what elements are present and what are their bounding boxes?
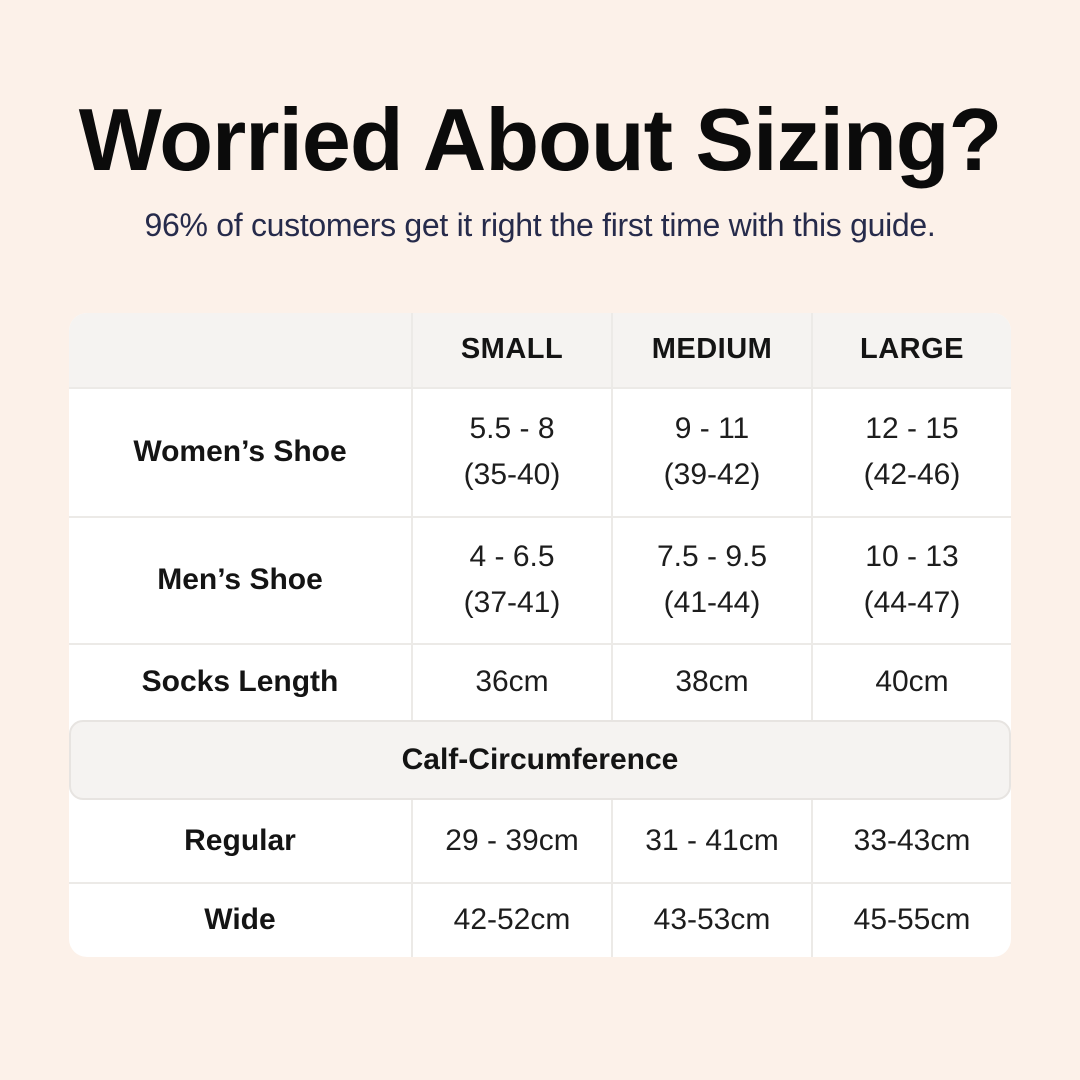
- table-cell: 29 - 39cm: [411, 799, 611, 882]
- table-header-row: SMALL MEDIUM LARGE: [69, 312, 1011, 387]
- row-label: Socks Length: [69, 642, 411, 720]
- table-cell: 31 - 41cm: [611, 799, 811, 882]
- row-label: Women’s Shoe: [69, 386, 411, 516]
- cell-line: 40cm: [875, 665, 949, 699]
- cell-line: 12 - 15: [865, 411, 959, 445]
- cell-line: 36cm: [475, 665, 549, 699]
- table-cell: 40cm: [811, 642, 1011, 720]
- section-header-calf-circumference: Calf-Circumference: [69, 719, 1011, 800]
- section-header-label: Calf-Circumference: [401, 742, 679, 776]
- table-cell: 42-52cm: [411, 881, 611, 957]
- table-cell: 12 - 15 (42-46): [811, 386, 1011, 516]
- table-row-womens-shoe: Women’s Shoe 5.5 - 8 (35-40) 9 - 11 (39-…: [69, 386, 1011, 516]
- table-cell: 10 - 13 (44-47): [811, 515, 1011, 643]
- table-cell: 7.5 - 9.5 (41-44): [611, 515, 811, 643]
- header-cell-small: SMALL: [411, 312, 611, 387]
- row-label: Wide: [69, 881, 411, 957]
- table-cell: 38cm: [611, 642, 811, 720]
- table-row-socks-length: Socks Length 36cm 38cm 40cm: [69, 642, 1011, 720]
- cell-line: 29 - 39cm: [445, 823, 579, 857]
- cell-line: (42-46): [863, 458, 961, 492]
- cell-line: (35-40): [463, 458, 561, 492]
- table-cell: 4 - 6.5 (37-41): [411, 515, 611, 643]
- row-label: Men’s Shoe: [69, 515, 411, 643]
- sizing-table: SMALL MEDIUM LARGE Women’s Shoe 5.5 - 8 …: [69, 312, 1011, 957]
- cell-line: 31 - 41cm: [645, 823, 779, 857]
- cell-line: 42-52cm: [453, 903, 571, 937]
- cell-line: 43-53cm: [653, 903, 771, 937]
- cell-line: 38cm: [675, 665, 749, 699]
- header-cell-empty: [69, 313, 411, 387]
- cell-line: 5.5 - 8: [469, 411, 555, 445]
- table-cell: 36cm: [411, 642, 611, 720]
- cell-line: 9 - 11: [674, 411, 750, 445]
- header-cell-medium: MEDIUM: [611, 312, 811, 387]
- table-cell: 45-55cm: [811, 881, 1011, 957]
- hero-section: Worried About Sizing? 96% of customers g…: [0, 0, 1080, 245]
- cell-line: 45-55cm: [853, 903, 971, 937]
- table-row-mens-shoe: Men’s Shoe 4 - 6.5 (37-41) 7.5 - 9.5 (41…: [69, 515, 1011, 643]
- cell-line: 7.5 - 9.5: [656, 539, 768, 573]
- cell-line: 4 - 6.5: [469, 539, 555, 573]
- cell-line: (37-41): [463, 586, 561, 620]
- table-cell: 5.5 - 8 (35-40): [411, 386, 611, 516]
- table-cell: 43-53cm: [611, 881, 811, 957]
- header-cell-large: LARGE: [811, 312, 1011, 387]
- table-cell: 33-43cm: [811, 799, 1011, 882]
- page-subtitle: 96% of customers get it right the first …: [144, 206, 936, 243]
- row-label: Regular: [184, 823, 296, 857]
- cell-line: (39-42): [663, 458, 761, 492]
- cell-line: (44-47): [863, 586, 961, 620]
- table-cell: 9 - 11 (39-42): [611, 386, 811, 516]
- cell-line: 33-43cm: [853, 823, 971, 857]
- table-row-regular: Regular 29 - 39cm 31 - 41cm 33-43cm: [69, 799, 1011, 882]
- page-title: Worried About Sizing?: [78, 90, 1002, 189]
- cell-line: 10 - 13: [865, 539, 959, 573]
- cell-line: (41-44): [663, 586, 761, 620]
- table-row-wide: Wide 42-52cm 43-53cm 45-55cm: [69, 881, 1011, 957]
